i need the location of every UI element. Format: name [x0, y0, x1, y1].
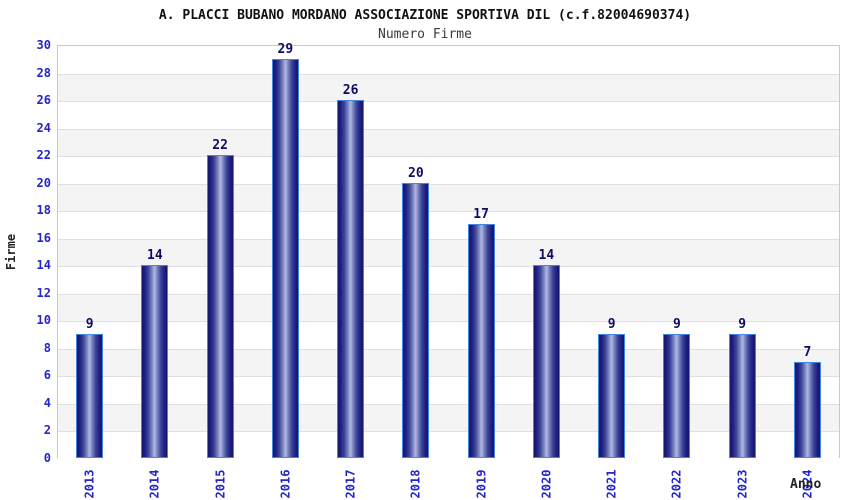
- x-tick-label: 2013: [82, 469, 97, 499]
- grid-band: [58, 266, 839, 294]
- bar: [402, 182, 430, 458]
- grid-line: [58, 403, 839, 405]
- bar-value-label: 7: [803, 344, 812, 360]
- y-tick-label: 14: [36, 258, 51, 273]
- x-tick-label: 2019: [474, 469, 489, 499]
- bar-value-label: 26: [342, 83, 359, 99]
- grid-band: [58, 293, 839, 322]
- grid-band: [58, 156, 839, 184]
- bar-value-label: 14: [147, 248, 163, 264]
- x-tick-label: 2020: [539, 469, 554, 499]
- grid-band: [58, 46, 839, 74]
- grid-band: [58, 403, 839, 432]
- grid-band: [58, 183, 839, 212]
- y-tick-label: 16: [36, 230, 51, 245]
- bar-value-label: 9: [85, 317, 94, 333]
- grid-band: [58, 211, 839, 239]
- bar: [793, 361, 821, 458]
- grid-line: [58, 266, 839, 268]
- x-tick-label: 2017: [343, 469, 358, 499]
- bar-value-label: 9: [672, 317, 681, 333]
- grid-band: [58, 321, 839, 349]
- bar: [728, 334, 756, 458]
- y-tick-label: 8: [43, 340, 51, 355]
- bar-value-label: 22: [212, 138, 228, 154]
- y-tick-label: 6: [43, 368, 51, 383]
- grid-band: [58, 101, 839, 129]
- bar-value-label: 17: [473, 206, 489, 222]
- y-tick-label: 2: [43, 423, 51, 438]
- plot-area: [57, 45, 840, 459]
- grid-line: [58, 321, 839, 323]
- x-tick-label: 2014: [147, 469, 162, 499]
- x-tick-label: 2021: [604, 469, 619, 499]
- bar-value-label: 14: [538, 248, 555, 264]
- y-tick-label: 4: [43, 395, 51, 410]
- x-tick-label: 2018: [408, 469, 423, 499]
- grid-band: [58, 431, 839, 459]
- bar-value-label: 9: [738, 317, 747, 333]
- y-tick-label: 12: [36, 285, 51, 300]
- grid-line: [58, 156, 839, 158]
- y-tick-label: 20: [36, 175, 51, 190]
- x-axis-title: Anno: [790, 477, 822, 492]
- grid-band: [58, 238, 839, 267]
- y-tick-label: 0: [43, 451, 51, 465]
- x-tick-label: 2015: [213, 469, 228, 499]
- y-tick-label: 28: [36, 65, 51, 80]
- grid-line: [58, 238, 839, 240]
- bar-value-label: 9: [607, 317, 616, 333]
- bar-value-label: 29: [277, 41, 294, 57]
- grid-line: [58, 348, 839, 350]
- bar: [337, 100, 365, 458]
- grid-band: [58, 73, 839, 102]
- y-tick-label: 18: [36, 203, 51, 218]
- bar-value-label: 20: [408, 165, 424, 181]
- bar: [532, 265, 560, 458]
- grid-line: [58, 73, 839, 75]
- chart-subtitle: Numero Firme: [378, 27, 472, 42]
- y-tick-label: 26: [36, 93, 51, 108]
- x-tick-label: 2022: [669, 469, 684, 499]
- grid-line: [58, 431, 839, 433]
- grid-band: [58, 376, 839, 404]
- x-tick-label: 2023: [735, 469, 750, 499]
- bar: [663, 334, 691, 458]
- y-tick-label: 30: [36, 38, 51, 52]
- grid-line: [58, 293, 839, 295]
- grid-band: [58, 128, 839, 157]
- grid-line: [58, 211, 839, 213]
- x-tick-label: 2016: [278, 469, 293, 499]
- bar: [206, 155, 234, 458]
- y-tick-label: 22: [36, 148, 51, 163]
- bar: [141, 265, 169, 458]
- grid-line: [58, 128, 839, 130]
- bar: [76, 334, 104, 458]
- grid-band: [58, 348, 839, 377]
- y-tick-label: 10: [36, 313, 51, 328]
- bar: [271, 58, 299, 458]
- chart-title: A. PLACCI BUBANO MORDANO ASSOCIAZIONE SP…: [158, 8, 692, 23]
- grid-line: [58, 376, 839, 378]
- grid-line: [58, 101, 839, 103]
- y-tick-label: 24: [36, 120, 51, 135]
- grid-line: [58, 183, 839, 185]
- bar: [598, 334, 626, 458]
- bar: [467, 223, 495, 458]
